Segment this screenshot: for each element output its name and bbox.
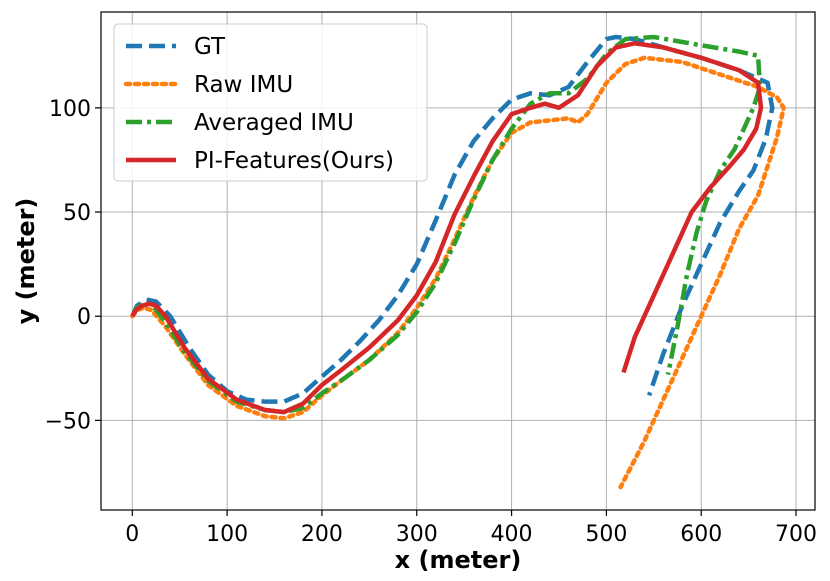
plot-frame xyxy=(100,11,816,511)
y-tick-label: 100 xyxy=(49,97,91,122)
y-axis-label: y (meter) xyxy=(12,198,40,325)
series-line-4 xyxy=(130,41,764,415)
x-tick-label: 100 xyxy=(206,522,248,547)
x-tick-label: 400 xyxy=(491,522,533,547)
legend-label: GT xyxy=(194,34,226,60)
x-tick-label: 200 xyxy=(301,522,343,547)
legend: GT Raw IMU Averaged IMU PI-Features(Ours) xyxy=(113,23,428,182)
legend-label: Averaged IMU xyxy=(194,110,354,136)
series-line-2 xyxy=(130,55,786,490)
y-tick-label: 50 xyxy=(63,201,91,226)
legend-box xyxy=(113,23,428,182)
legend-label: Raw IMU xyxy=(194,72,293,98)
series-layer xyxy=(130,34,786,490)
x-axis-label: x (meter) xyxy=(395,546,522,574)
x-tick-label: 500 xyxy=(585,522,627,547)
tick-layer: 0 100 200 300 400 500 600 700 −50 0 50 100 xyxy=(45,97,817,547)
legend-label: PI-Features(Ours) xyxy=(194,148,394,174)
x-tick-label: 700 xyxy=(775,522,817,547)
x-tick-label: 300 xyxy=(396,522,438,547)
x-tick-label: 600 xyxy=(680,522,722,547)
y-tick-label: −50 xyxy=(45,409,91,434)
x-tick-label: 0 xyxy=(125,522,139,547)
y-tick-label: 0 xyxy=(77,305,91,330)
